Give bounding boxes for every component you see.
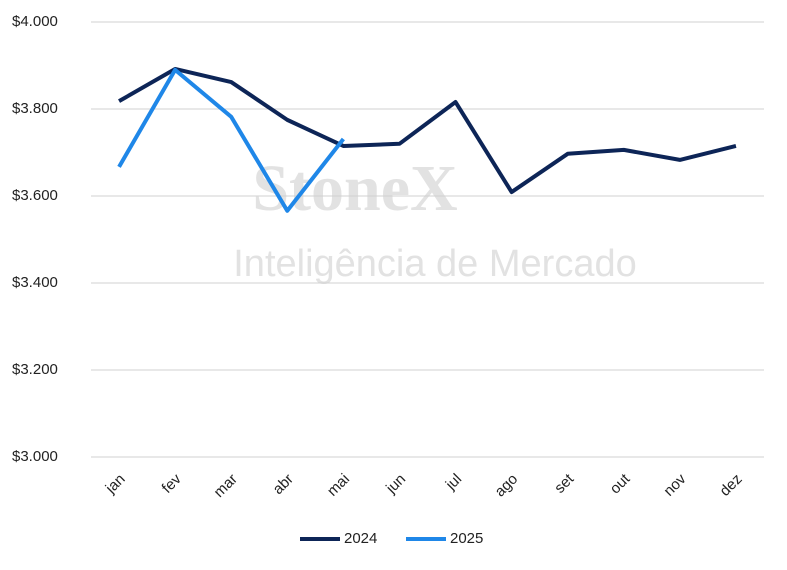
x-tick-label: abr bbox=[270, 471, 297, 498]
legend-label: 2024 bbox=[344, 530, 377, 547]
y-tick-label: $4.000 bbox=[12, 13, 58, 30]
y-tick-label: $3.400 bbox=[12, 274, 58, 291]
series-line bbox=[117, 67, 345, 213]
watermark: Inteligência de Mercado bbox=[233, 243, 636, 285]
y-tick-label: $3.000 bbox=[12, 448, 58, 465]
y-tick-label: $3.200 bbox=[12, 361, 58, 378]
x-tick-label: jan bbox=[102, 471, 129, 498]
x-tick-label: fev bbox=[159, 470, 186, 497]
y-tick-label: $3.800 bbox=[12, 100, 58, 117]
series-line bbox=[118, 66, 737, 195]
x-tick-label: jun bbox=[382, 471, 409, 498]
watermark: StoneX bbox=[252, 152, 457, 225]
x-tick-label: jul bbox=[442, 471, 465, 494]
x-tick-label: mai bbox=[324, 471, 353, 500]
x-tick-label: out bbox=[607, 470, 634, 497]
x-tick-label: dez bbox=[716, 471, 745, 500]
y-tick-label: $3.600 bbox=[12, 187, 58, 204]
x-tick-label: nov bbox=[660, 470, 689, 499]
legend-label: 2025 bbox=[450, 530, 483, 547]
x-tick-label: mar bbox=[211, 471, 241, 501]
x-tick-label: set bbox=[551, 470, 578, 497]
x-tick-label: ago bbox=[492, 471, 522, 501]
